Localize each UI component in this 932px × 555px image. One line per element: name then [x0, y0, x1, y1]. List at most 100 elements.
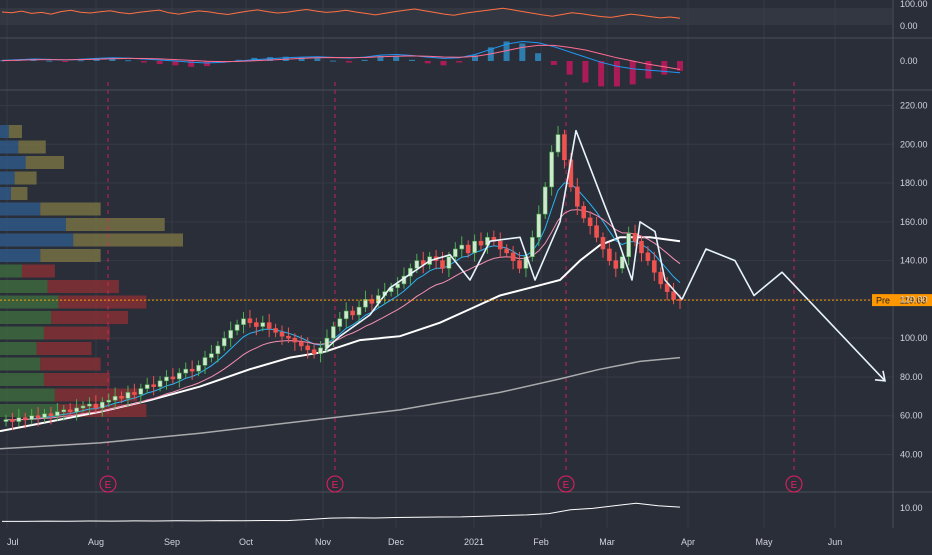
projection-arrowhead	[874, 370, 886, 382]
candle-body	[478, 240, 484, 246]
candle-body	[254, 322, 259, 327]
ema-slow-line	[5, 209, 681, 421]
volume-profile-up-bar	[0, 140, 19, 154]
macd-histogram-bar	[661, 61, 668, 75]
candle-body	[42, 413, 47, 418]
volume-profile-up-bar	[0, 280, 48, 293]
pattern-lines	[324, 129, 886, 382]
volume-profile-up-bar	[0, 249, 41, 262]
candle-body	[106, 399, 112, 403]
volume-profile-down-bar	[14, 171, 37, 185]
volume-profile-down-bar	[47, 280, 119, 293]
candle-body	[48, 413, 54, 417]
price-axis-tick: 220.00	[900, 101, 928, 111]
earnings-marker[interactable]	[557, 475, 575, 493]
macd-histogram-bar	[503, 41, 510, 61]
candle-body	[395, 283, 400, 289]
volume-line	[2, 502, 681, 522]
candle-body	[189, 368, 195, 372]
candle-body	[356, 306, 362, 316]
candle-body	[581, 206, 587, 219]
earnings-marker[interactable]	[99, 475, 117, 493]
candle-body	[440, 260, 445, 269]
macd-panel	[0, 40, 683, 87]
macd-histogram-bar	[550, 61, 557, 65]
macd-histogram-bar	[629, 61, 636, 85]
candle-body	[61, 409, 67, 413]
candle-body	[157, 380, 163, 387]
macd-axis-tick: 0.00	[900, 56, 918, 66]
volume-profile-down-bar	[51, 311, 129, 324]
earnings-marker-label: E	[563, 480, 570, 491]
sma-50-line	[0, 236, 681, 433]
candle-body	[10, 419, 15, 422]
macd-histogram-bar	[314, 58, 321, 61]
time-axis-tick: Jul	[7, 537, 19, 547]
candle-body	[132, 392, 137, 395]
time-axis-tick: May	[755, 537, 773, 547]
time-axis-tick: Nov	[315, 537, 332, 547]
price-axis-tick: 60.00	[900, 411, 923, 421]
volume-profile-down-bar	[21, 264, 55, 278]
price-axis-tick: 200.00	[900, 139, 928, 149]
rsi-line	[1, 7, 681, 19]
volume-profile-down-bar	[40, 249, 101, 262]
candle-body	[74, 407, 79, 413]
candle-body	[600, 237, 606, 250]
candle-body	[446, 256, 452, 269]
rsi-axis-tick: 100.00	[900, 0, 928, 9]
volume-profile-down-bar	[43, 373, 110, 386]
time-axis-tick: Aug	[88, 537, 104, 547]
candle-body	[138, 388, 144, 395]
macd-histogram-bar	[77, 60, 84, 62]
candle-body	[228, 330, 233, 339]
price-axis-tick: 100.00	[900, 333, 928, 343]
volume-profile-up-bar	[0, 218, 66, 231]
candle-body	[55, 411, 60, 417]
volume-profile-down-bar	[40, 202, 101, 216]
candle-body	[80, 405, 86, 409]
volume-profile-up-bar	[0, 264, 22, 278]
macd-histogram-bar	[519, 43, 526, 61]
candle-body	[343, 310, 349, 320]
trend-pattern-line	[324, 129, 683, 351]
candle-body	[183, 368, 189, 374]
volume-profile-up-bar	[0, 187, 11, 200]
candle-body	[510, 252, 516, 261]
volume-profile-up-bar	[0, 156, 26, 169]
time-axis-tick: Feb	[533, 537, 549, 547]
candle-body	[562, 134, 567, 161]
macd-histogram-bar	[408, 59, 415, 61]
volume-profile-down-bar	[18, 140, 46, 154]
volume-profile-up-bar	[0, 388, 55, 402]
candle-body	[305, 345, 310, 351]
candle-body	[318, 347, 323, 354]
volume-profile-down-bar	[58, 295, 147, 309]
price-axis-tick: 180.00	[900, 178, 928, 188]
candle-body	[594, 225, 599, 238]
candle-body	[221, 337, 227, 347]
candle-body	[298, 341, 304, 347]
earnings-marker[interactable]	[785, 475, 803, 493]
macd-histogram-bar	[156, 61, 163, 65]
candle-body	[292, 337, 298, 343]
volume-axis-tick: 10.00	[900, 503, 923, 513]
volume-profile	[0, 125, 183, 417]
candle-body	[645, 252, 651, 261]
macd-histogram-bar	[440, 61, 447, 66]
candle-body	[260, 322, 266, 327]
candle-body	[241, 318, 246, 325]
macd-histogram-bar	[361, 59, 368, 61]
candle-body	[530, 237, 535, 258]
candle-body	[350, 310, 355, 316]
volume-profile-up-bar	[0, 171, 15, 185]
time-axis-tick: Apr	[681, 537, 695, 547]
earnings-marker-label: E	[105, 480, 112, 491]
earnings-marker[interactable]	[326, 475, 344, 493]
price-axis-tick: 160.00	[900, 217, 928, 227]
macd-histogram-bar	[566, 61, 573, 75]
candle-body	[587, 217, 593, 227]
candle-body	[536, 213, 542, 238]
